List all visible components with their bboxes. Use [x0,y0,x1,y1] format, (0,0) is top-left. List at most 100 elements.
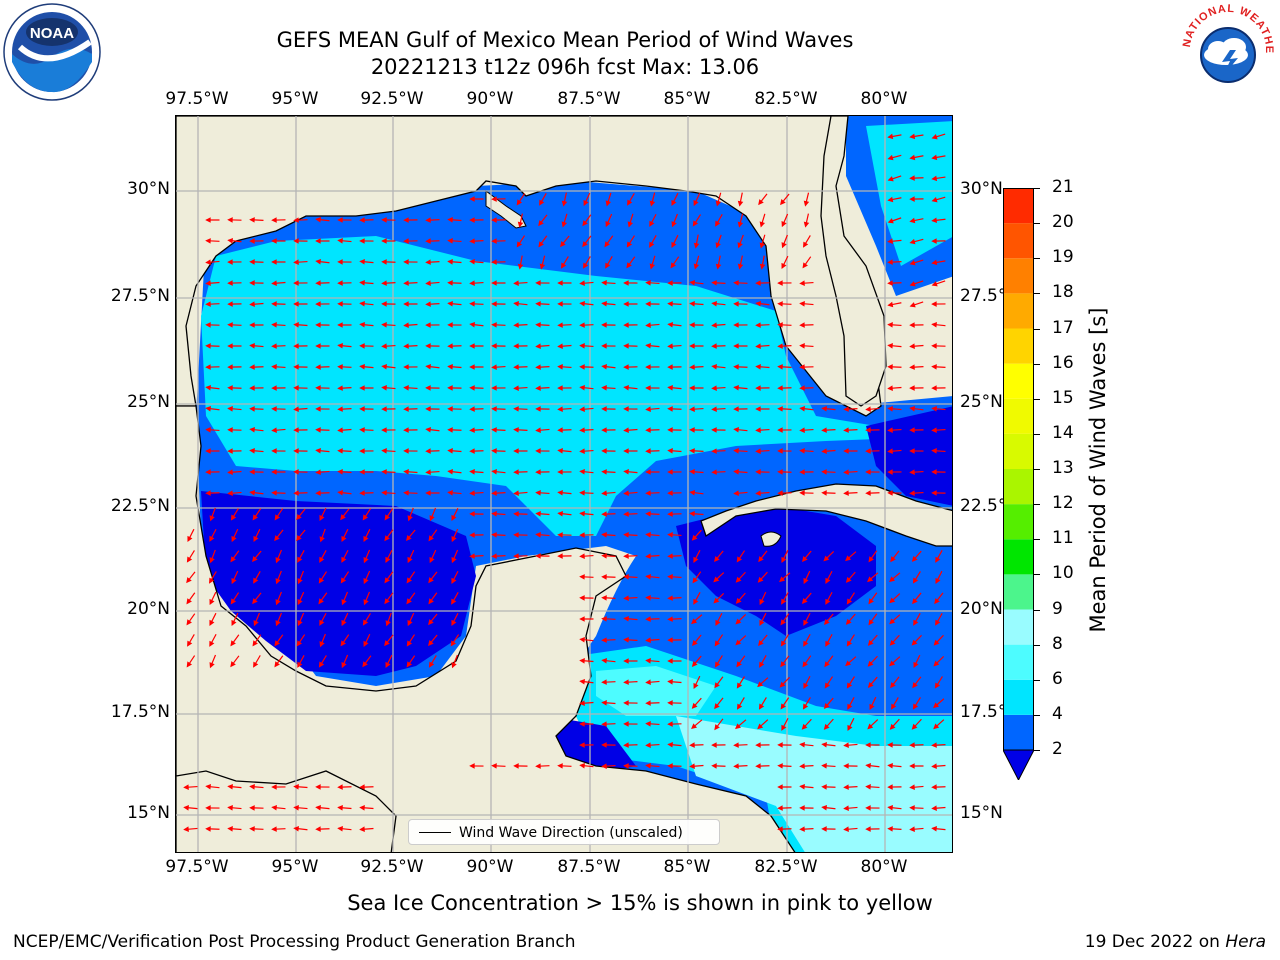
wind-arrow [733,343,748,349]
wind-arrow [337,448,352,454]
wind-arrow [645,721,660,727]
wind-arrow [381,385,396,391]
wind-arrow [491,217,506,223]
chart-subtitle: 20221213 t12z 096h fcst Max: 13.06 [370,55,760,79]
wind-arrow [403,490,418,496]
colorbar-under-arrow [1003,749,1034,780]
colorbar-bin [1003,363,1034,399]
wind-arrow [645,301,660,307]
wind-arrow [777,322,792,328]
wind-arrow [911,550,922,562]
latitude-label: 15°N [127,803,170,823]
wind-arrow [803,675,811,689]
wind-arrow [799,490,814,496]
colorbar-bin [1003,504,1034,540]
wind-arrow [931,259,946,266]
wind-arrow [539,255,546,270]
wind-arrow [711,448,726,454]
wind-arrow [865,762,880,769]
wind-arrow [737,234,744,249]
wind-arrow [887,238,902,244]
wind-arrow [909,742,924,748]
wind-arrow [825,591,833,605]
wind-arrow [755,763,770,769]
wind-arrow [249,385,264,391]
wind-arrow [909,427,924,433]
wind-arrow [293,448,308,454]
wind-arrow [491,406,506,412]
wind-arrow [711,385,726,391]
wind-arrow [689,489,704,496]
wind-arrow [403,385,418,391]
longitude-label: 90°W [466,89,514,109]
wind-arrow [205,322,220,328]
wind-arrow [535,553,550,559]
wind-arrow [447,490,462,496]
wind-arrow [337,489,352,496]
wind-arrow [601,742,616,748]
wind-arrow [865,784,880,790]
longitude-label: 97.5°W [165,857,229,877]
wind-arrow [799,364,814,370]
period-4-6-zone [201,236,952,536]
wind-arrow [491,301,506,307]
wind-arrow [513,427,528,433]
wind-arrow [802,256,812,269]
wind-arrow [645,637,660,643]
wind-arrow [909,196,924,202]
wind-arrow [713,593,725,604]
wind-arrow [777,448,792,454]
wind-arrow [845,551,857,562]
wind-arrow [909,763,924,769]
wind-arrow [579,553,594,559]
mexico-east-coast [176,405,796,852]
wind-arrow [535,301,550,307]
wind-arrow [469,280,484,286]
wind-arrow [887,385,902,391]
wind-arrow [249,364,264,370]
wind-arrow [429,549,437,564]
wind-arrow [447,280,462,286]
wind-arrow [296,634,306,647]
wind-arrow [363,549,371,564]
wind-arrow [293,322,308,328]
colorbar-bin [1003,258,1034,294]
wind-arrow [887,804,902,811]
wind-arrow [913,654,921,669]
footer-host: Hera [1225,932,1266,952]
wind-arrow [645,406,660,412]
nws-logo: NATIONAL WEATHER SERVICE [1178,0,1274,96]
wind-arrow [318,592,328,605]
wind-arrow [909,322,924,328]
wind-arrow [755,406,770,412]
wind-arrow [931,196,946,203]
wind-arrow [205,259,220,265]
wind-arrow [887,469,902,475]
wind-arrow [447,364,462,370]
wind-arrow [275,549,283,564]
wind-arrow [671,192,679,206]
wind-arrow [425,490,440,496]
wind-arrow [579,322,594,328]
wind-arrow [227,427,242,433]
longitude-label: 87.5°W [557,857,621,877]
wind-arrow [821,804,836,811]
wind-arrow [557,406,572,412]
wind-arrow [801,592,812,604]
wind-arrow [249,805,264,811]
wind-arrow [535,406,550,412]
wind-arrow [429,655,437,668]
wind-arrow [253,612,261,627]
wind-arrow [667,721,682,727]
wind-arrow [319,550,327,563]
wind-arrow [491,280,506,286]
wind-arrow [227,826,242,832]
wind-arrow [205,384,220,391]
wind-arrow [362,613,371,626]
wind-arrow [691,655,702,667]
wind-arrow [935,570,943,585]
wind-arrow [187,528,195,542]
wind-arrow [428,613,438,626]
wind-arrow [825,570,833,584]
wind-arrow [671,234,679,248]
